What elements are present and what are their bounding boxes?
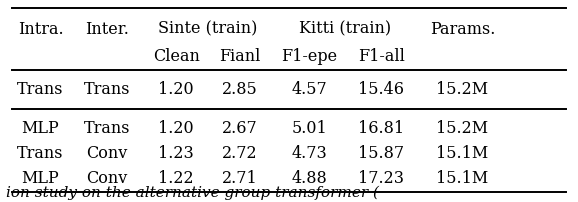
- Text: Conv: Conv: [86, 170, 128, 187]
- Text: 2.85: 2.85: [222, 81, 258, 98]
- Text: 4.73: 4.73: [291, 145, 327, 162]
- Text: Sinte (train): Sinte (train): [158, 21, 258, 38]
- Text: MLP: MLP: [21, 170, 60, 187]
- Text: 5.01: 5.01: [291, 120, 327, 137]
- Text: Fianl: Fianl: [219, 48, 261, 65]
- Text: Params.: Params.: [429, 21, 495, 38]
- Text: 15.87: 15.87: [358, 145, 405, 162]
- Text: 1.20: 1.20: [158, 120, 194, 137]
- Text: 2.72: 2.72: [222, 145, 258, 162]
- Text: Trans: Trans: [17, 81, 64, 98]
- Text: 15.2M: 15.2M: [436, 120, 488, 137]
- Text: 1.23: 1.23: [158, 145, 194, 162]
- Text: 4.88: 4.88: [291, 170, 327, 187]
- Text: MLP: MLP: [21, 120, 60, 137]
- Text: 17.23: 17.23: [358, 170, 405, 187]
- Text: 2.67: 2.67: [222, 120, 258, 137]
- Text: 15.1M: 15.1M: [436, 170, 488, 187]
- Text: Kitti (train): Kitti (train): [299, 21, 391, 38]
- Text: Inter.: Inter.: [85, 21, 129, 38]
- Text: 15.1M: 15.1M: [436, 145, 488, 162]
- Text: F1-epe: F1-epe: [281, 48, 338, 65]
- Text: 15.46: 15.46: [358, 81, 405, 98]
- Text: 16.81: 16.81: [358, 120, 405, 137]
- Text: ion study on the alternative group transformer (: ion study on the alternative group trans…: [6, 186, 379, 200]
- Text: 2.71: 2.71: [222, 170, 258, 187]
- Text: F1-all: F1-all: [358, 48, 405, 65]
- Text: Intra.: Intra.: [18, 21, 63, 38]
- Text: 1.20: 1.20: [158, 81, 194, 98]
- Text: 1.22: 1.22: [158, 170, 194, 187]
- Text: 4.57: 4.57: [291, 81, 327, 98]
- Text: Clean: Clean: [153, 48, 200, 65]
- Text: Trans: Trans: [17, 145, 64, 162]
- Text: Conv: Conv: [86, 145, 128, 162]
- Text: Trans: Trans: [84, 120, 130, 137]
- Text: 15.2M: 15.2M: [436, 81, 488, 98]
- Text: Trans: Trans: [84, 81, 130, 98]
